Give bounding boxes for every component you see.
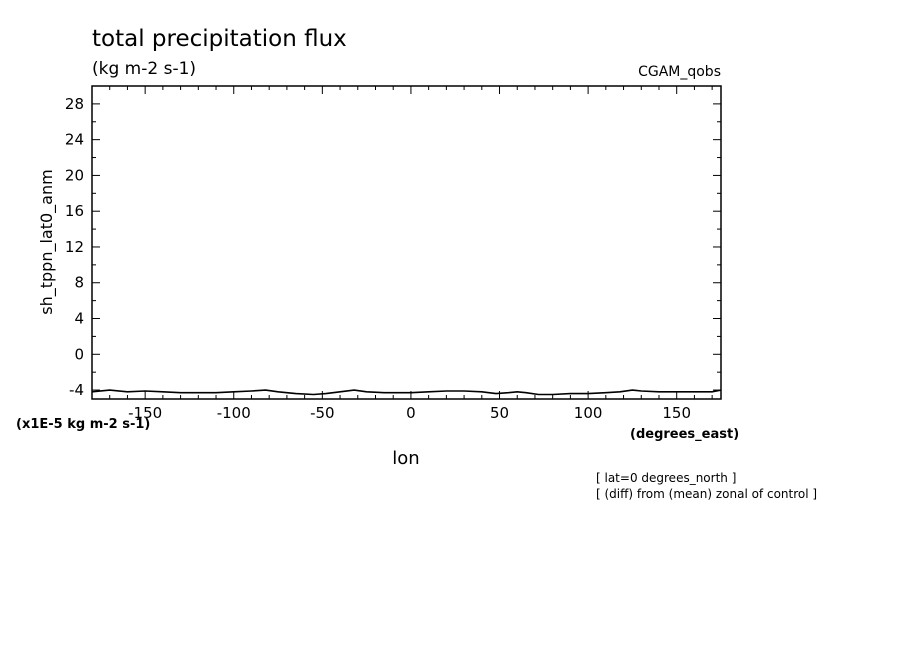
y-tick-label: 0 [74, 345, 84, 363]
y-tick-label: 4 [74, 310, 84, 328]
x-axis-label: lon [392, 448, 419, 469]
x-tick-label: 0 [406, 404, 416, 422]
y-tick-label: -4 [69, 381, 84, 399]
x-axis-units: (degrees_east) [630, 427, 739, 442]
tick-marks [92, 86, 721, 399]
y-tick-label: 8 [74, 274, 84, 292]
y-tick-label: 20 [65, 166, 84, 184]
y-axis-label: sh_tppn_lat0_anm [37, 169, 57, 314]
y-tick-labels: -4 0 4 8 12 16 20 24 28 [65, 95, 84, 399]
x-tick-label: 100 [574, 404, 603, 422]
x-tick-label: -100 [217, 404, 251, 422]
y-tick-label: 16 [65, 202, 84, 220]
y-tick-label: 12 [65, 238, 84, 256]
chart-units: (kg m-2 s-1) [92, 59, 196, 79]
series-line [91, 389, 722, 396]
y-tick-label: 28 [65, 95, 84, 113]
chart-title: total precipitation flux [92, 26, 347, 52]
plot-frame [91, 85, 722, 400]
x-tick-labels: -150 -100 -50 0 50 100 150 [128, 404, 691, 422]
note-difference: [ (diff) from (mean) zonal of control ] [596, 487, 817, 501]
y-tick-label: 24 [65, 131, 84, 149]
x-tick-label: 150 [662, 404, 691, 422]
note-latitude: [ lat=0 degrees_north ] [596, 471, 736, 485]
dataset-label: CGAM_qobs [638, 64, 721, 80]
x-tick-label: 50 [490, 404, 509, 422]
y-scale-note: (x1E-5 kg m-2 s-1) [16, 417, 150, 432]
x-tick-label: -50 [310, 404, 335, 422]
x-tick-label: -150 [128, 404, 162, 422]
